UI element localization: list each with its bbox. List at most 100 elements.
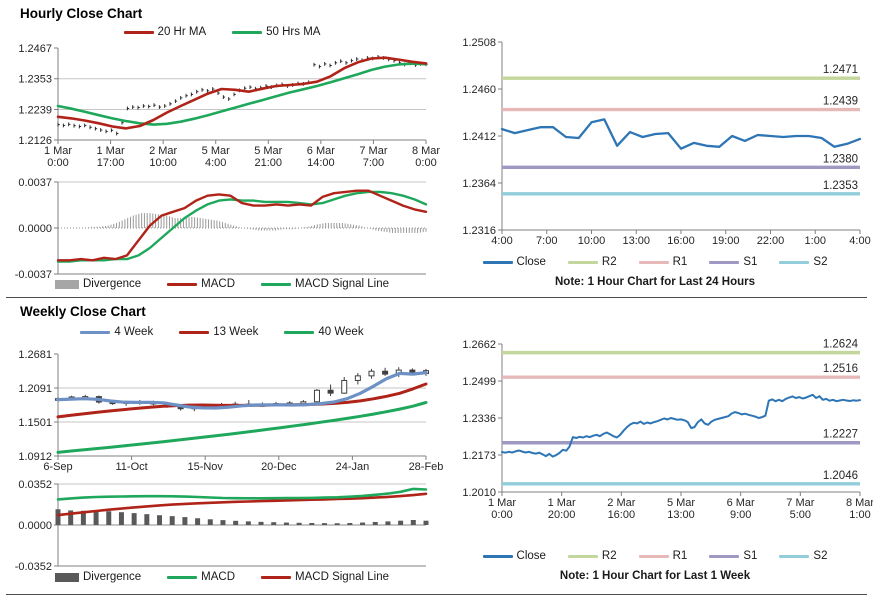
legend-item-r1: R1 xyxy=(638,550,688,562)
legend-item-20-hr-ma: 20 Hr MA xyxy=(123,26,206,38)
svg-text:19:00: 19:00 xyxy=(712,235,740,247)
svg-text:1.2467: 1.2467 xyxy=(18,43,52,55)
legend-item-40-week: 40 Week xyxy=(284,326,364,338)
svg-text:1 Mar: 1 Mar xyxy=(97,145,125,157)
svg-text:1.2010: 1.2010 xyxy=(462,487,496,499)
svg-text:1.2499: 1.2499 xyxy=(462,376,496,388)
svg-text:6 Mar: 6 Mar xyxy=(727,497,755,509)
line-swatch-icon xyxy=(284,330,315,334)
hourly-pivot-legend: Close R2 R1 S1 S2 xyxy=(450,256,860,268)
svg-text:17:00: 17:00 xyxy=(97,157,125,169)
legend-item-s1: S1 xyxy=(709,550,757,562)
svg-text:5 Mar: 5 Mar xyxy=(254,145,282,157)
legend-item-4-week: 4 Week xyxy=(80,326,153,338)
line-swatch-icon xyxy=(167,282,198,286)
line-swatch-icon xyxy=(567,554,598,558)
svg-text:0.0000: 0.0000 xyxy=(18,223,52,235)
legend-item-s2: S2 xyxy=(779,256,827,268)
line-swatch-icon xyxy=(482,554,513,558)
svg-text:0.0352: 0.0352 xyxy=(18,479,52,491)
svg-text:0.0000: 0.0000 xyxy=(18,520,52,532)
svg-text:1.2471: 1.2471 xyxy=(823,64,858,76)
line-swatch-icon xyxy=(638,260,669,264)
legend-item-divergence: Divergence xyxy=(54,278,142,290)
svg-text:14:00: 14:00 xyxy=(307,157,335,169)
svg-text:1 Mar: 1 Mar xyxy=(488,497,516,509)
svg-text:10:00: 10:00 xyxy=(149,157,177,169)
svg-text:1.2091: 1.2091 xyxy=(18,383,52,395)
svg-text:20-Dec: 20-Dec xyxy=(261,461,297,473)
weekly-macd-chart: 0.0352 0.0000 -0.0352 xyxy=(15,479,429,573)
svg-text:0:00: 0:00 xyxy=(415,157,436,169)
svg-text:13:00: 13:00 xyxy=(667,509,695,521)
svg-text:-0.0037: -0.0037 xyxy=(15,269,52,281)
svg-text:2 Mar: 2 Mar xyxy=(149,145,177,157)
svg-text:1.2624: 1.2624 xyxy=(823,339,859,351)
weekly-pivot-legend: Close R2 R1 S1 S2 xyxy=(450,550,860,562)
legend-item-r1: R1 xyxy=(638,256,687,268)
hourly-macd-legend: Divergence MACD MACD Signal Line xyxy=(12,278,432,290)
legend-label: Divergence xyxy=(82,278,142,290)
line-swatch-icon xyxy=(167,575,198,579)
bar-swatch-icon xyxy=(54,572,79,582)
svg-text:7 Mar: 7 Mar xyxy=(359,145,387,157)
svg-text:1.2508: 1.2508 xyxy=(462,37,496,49)
legend-item-macd: MACD xyxy=(167,571,235,583)
svg-text:1.2227: 1.2227 xyxy=(823,429,858,441)
svg-text:0:00: 0:00 xyxy=(47,157,68,169)
legend-item-close: Close xyxy=(482,550,546,562)
svg-text:0:00: 0:00 xyxy=(491,509,512,521)
svg-text:1.2353: 1.2353 xyxy=(823,180,858,192)
legend-label: S1 xyxy=(743,550,758,562)
svg-text:1.2126: 1.2126 xyxy=(18,135,52,147)
line-swatch-icon xyxy=(638,554,669,558)
hourly-price-legend: 20 Hr MA 50 Hrs MA xyxy=(12,26,432,38)
svg-text:-0.0352: -0.0352 xyxy=(15,561,52,573)
svg-text:1.0912: 1.0912 xyxy=(18,451,52,463)
line-swatch-icon xyxy=(482,260,513,264)
svg-text:1.2380: 1.2380 xyxy=(823,153,858,165)
svg-text:9:00: 9:00 xyxy=(730,509,751,521)
svg-text:1.2173: 1.2173 xyxy=(462,450,496,462)
svg-text:1.2516: 1.2516 xyxy=(823,363,858,375)
legend-item-50-hrs-ma: 50 Hrs MA xyxy=(232,26,320,38)
legend-label: 4 Week xyxy=(114,326,154,338)
svg-text:28-Feb: 28-Feb xyxy=(409,461,444,473)
svg-text:1.2412: 1.2412 xyxy=(462,131,496,143)
legend-label: MACD xyxy=(201,278,236,290)
legend-label: MACD Signal Line xyxy=(295,571,389,583)
legend-item-s2: S2 xyxy=(779,550,827,562)
svg-text:22:00: 22:00 xyxy=(757,235,785,247)
legend-item-r2: R2 xyxy=(567,256,617,268)
line-swatch-icon xyxy=(709,554,740,558)
bar-swatch-icon xyxy=(54,279,79,289)
svg-text:5 Mar: 5 Mar xyxy=(667,497,695,509)
svg-text:20:00: 20:00 xyxy=(548,509,576,521)
svg-text:7:00: 7:00 xyxy=(536,235,557,247)
legend-label: R1 xyxy=(672,550,688,562)
svg-text:1 Mar: 1 Mar xyxy=(44,145,72,157)
svg-text:16:00: 16:00 xyxy=(608,509,636,521)
line-swatch-icon xyxy=(567,260,598,264)
hourly-pivot-note: Note: 1 Hour Chart for Last 24 Hours xyxy=(555,276,755,288)
svg-text:8 Mar: 8 Mar xyxy=(846,497,873,509)
legend-item-s1: S1 xyxy=(709,256,757,268)
svg-text:6 Mar: 6 Mar xyxy=(307,145,335,157)
line-swatch-icon xyxy=(261,282,292,286)
svg-text:24-Jan: 24-Jan xyxy=(336,461,370,473)
weekly-price-legend: 4 Week 13 Week 40 Week xyxy=(12,326,432,338)
legend-item-close: Close xyxy=(482,256,546,268)
legend-item-macd: MACD xyxy=(167,278,235,290)
svg-text:5:00: 5:00 xyxy=(790,509,811,521)
legend-label: R2 xyxy=(601,256,617,268)
legend-label: MACD Signal Line xyxy=(295,278,389,290)
svg-text:4:00: 4:00 xyxy=(849,235,870,247)
svg-text:1 Mar: 1 Mar xyxy=(548,497,576,509)
legend-label: 40 Week xyxy=(318,326,364,338)
svg-text:11-Oct: 11-Oct xyxy=(115,461,147,473)
svg-text:10:00: 10:00 xyxy=(578,235,606,247)
